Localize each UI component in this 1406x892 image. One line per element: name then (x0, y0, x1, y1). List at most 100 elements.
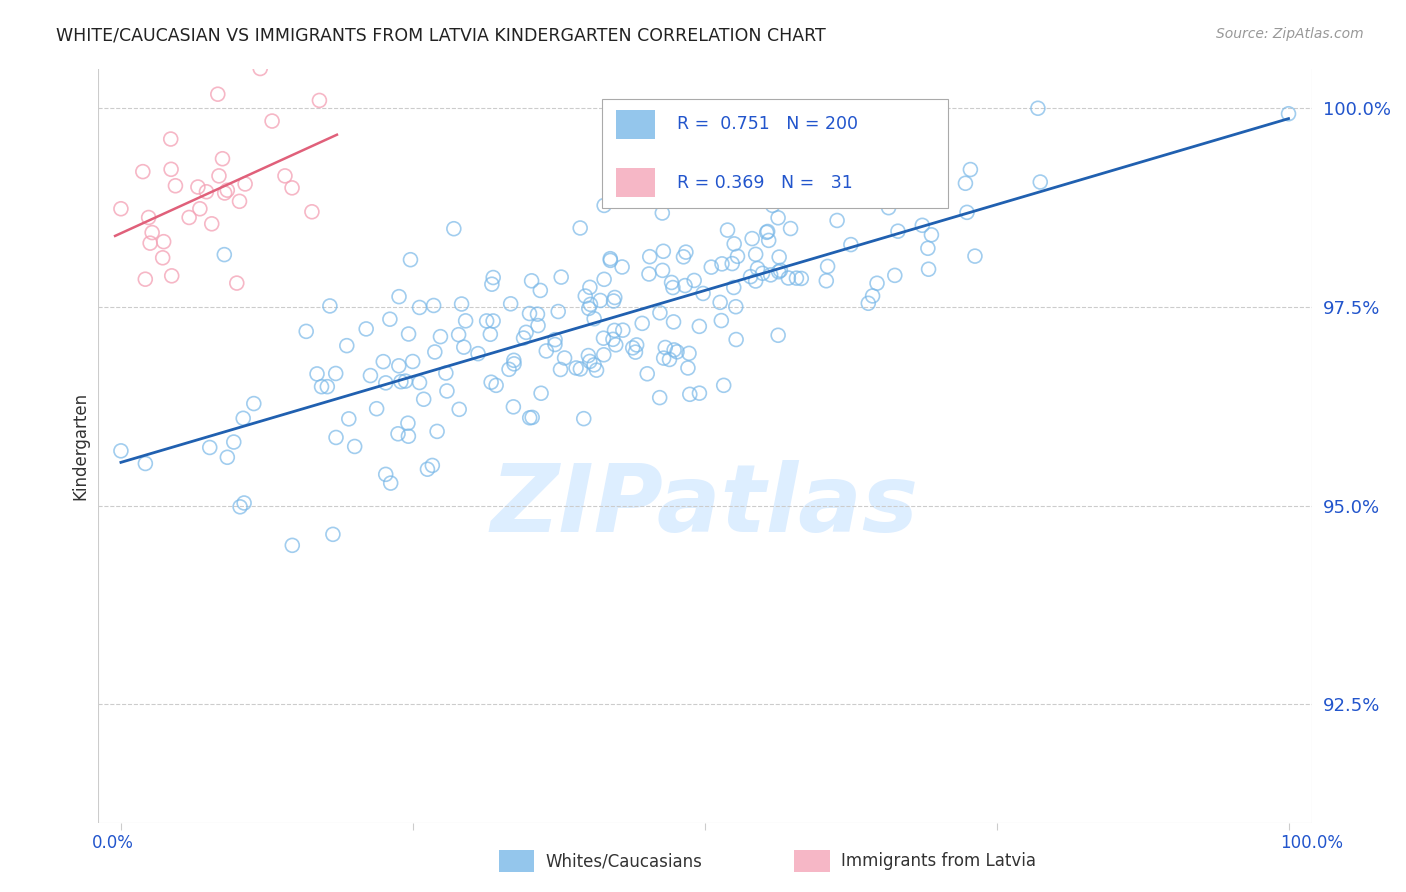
Point (766, 211, 789, 225)
Point (605, 338, 627, 352)
Point (723, 236, 745, 251)
Point (225, 276, 247, 290)
Point (744, 247, 766, 261)
Point (512, 331, 534, 345)
Point (959, 162, 981, 177)
Point (725, 333, 748, 347)
Point (661, 276, 683, 290)
Point (603, 323, 626, 337)
Point (165, 178, 187, 193)
Point (648, 306, 671, 320)
Point (243, 396, 266, 410)
Point (662, 315, 685, 329)
Point (626, 338, 648, 352)
Point (589, 293, 612, 308)
Point (354, 322, 377, 336)
Point (211, 152, 233, 166)
Point (721, 256, 744, 270)
Point (612, 323, 634, 337)
Point (866, 277, 889, 291)
Point (554, 351, 576, 365)
Point (359, 368, 381, 383)
Point (249, 62, 271, 76)
Point (648, 391, 671, 405)
Point (201, 217, 224, 231)
Point (217, 450, 239, 465)
Point (579, 297, 602, 311)
Point (208, 169, 231, 183)
Point (636, 367, 658, 381)
Point (744, 274, 766, 288)
Point (766, 328, 789, 343)
Point (389, 375, 412, 389)
Point (450, 297, 472, 311)
Point (727, 249, 749, 263)
Point (499, 297, 522, 311)
Point (709, 295, 731, 310)
Point (214, 247, 236, 261)
Point (955, 176, 977, 190)
Point (602, 293, 624, 308)
Point (515, 326, 537, 340)
Point (621, 341, 644, 355)
Point (308, 94, 330, 108)
Point (678, 346, 700, 360)
Point (434, 366, 457, 380)
Point (316, 379, 339, 393)
Point (654, 341, 676, 355)
Point (768, 250, 790, 264)
Point (217, 183, 239, 197)
Point (408, 376, 430, 390)
Point (301, 204, 323, 219)
Point (396, 416, 419, 430)
Point (229, 500, 252, 514)
Point (380, 476, 402, 491)
Point (544, 337, 567, 351)
Point (188, 202, 211, 216)
Point (723, 280, 745, 294)
Point (756, 224, 779, 238)
Point (187, 180, 209, 194)
Point (399, 252, 422, 267)
Point (672, 250, 695, 264)
Point (519, 306, 541, 320)
Text: R = 0.369   N =   31: R = 0.369 N = 31 (676, 174, 852, 192)
Point (228, 194, 250, 209)
Point (652, 244, 675, 259)
Point (790, 271, 813, 285)
Point (482, 270, 505, 285)
Point (576, 349, 599, 363)
Point (707, 169, 730, 183)
Point (862, 289, 884, 303)
Point (920, 227, 942, 242)
Point (638, 267, 661, 281)
Point (429, 329, 451, 343)
Point (416, 462, 439, 476)
Point (138, 211, 160, 225)
Point (662, 343, 685, 357)
Point (449, 402, 471, 417)
Point (817, 260, 839, 274)
Point (877, 201, 900, 215)
Point (883, 268, 905, 283)
Point (319, 299, 342, 313)
Point (482, 314, 505, 328)
Point (426, 425, 449, 439)
Point (479, 376, 502, 390)
Point (295, 324, 318, 338)
Point (761, 198, 783, 212)
Point (454, 314, 477, 328)
Point (1026, 101, 1049, 115)
Point (592, 331, 614, 345)
Point (396, 429, 419, 443)
Point (759, 268, 782, 282)
Point (578, 354, 600, 368)
FancyBboxPatch shape (616, 110, 655, 139)
Text: ZIPatlas: ZIPatlas (491, 460, 918, 552)
Point (388, 359, 411, 373)
Point (520, 410, 543, 425)
Point (578, 301, 600, 316)
FancyBboxPatch shape (616, 169, 655, 197)
Point (740, 269, 762, 284)
Point (839, 237, 862, 252)
